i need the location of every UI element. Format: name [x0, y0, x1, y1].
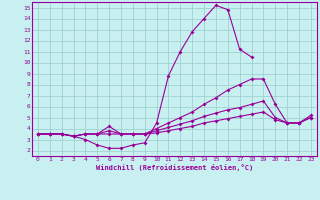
X-axis label: Windchill (Refroidissement éolien,°C): Windchill (Refroidissement éolien,°C): [96, 164, 253, 171]
